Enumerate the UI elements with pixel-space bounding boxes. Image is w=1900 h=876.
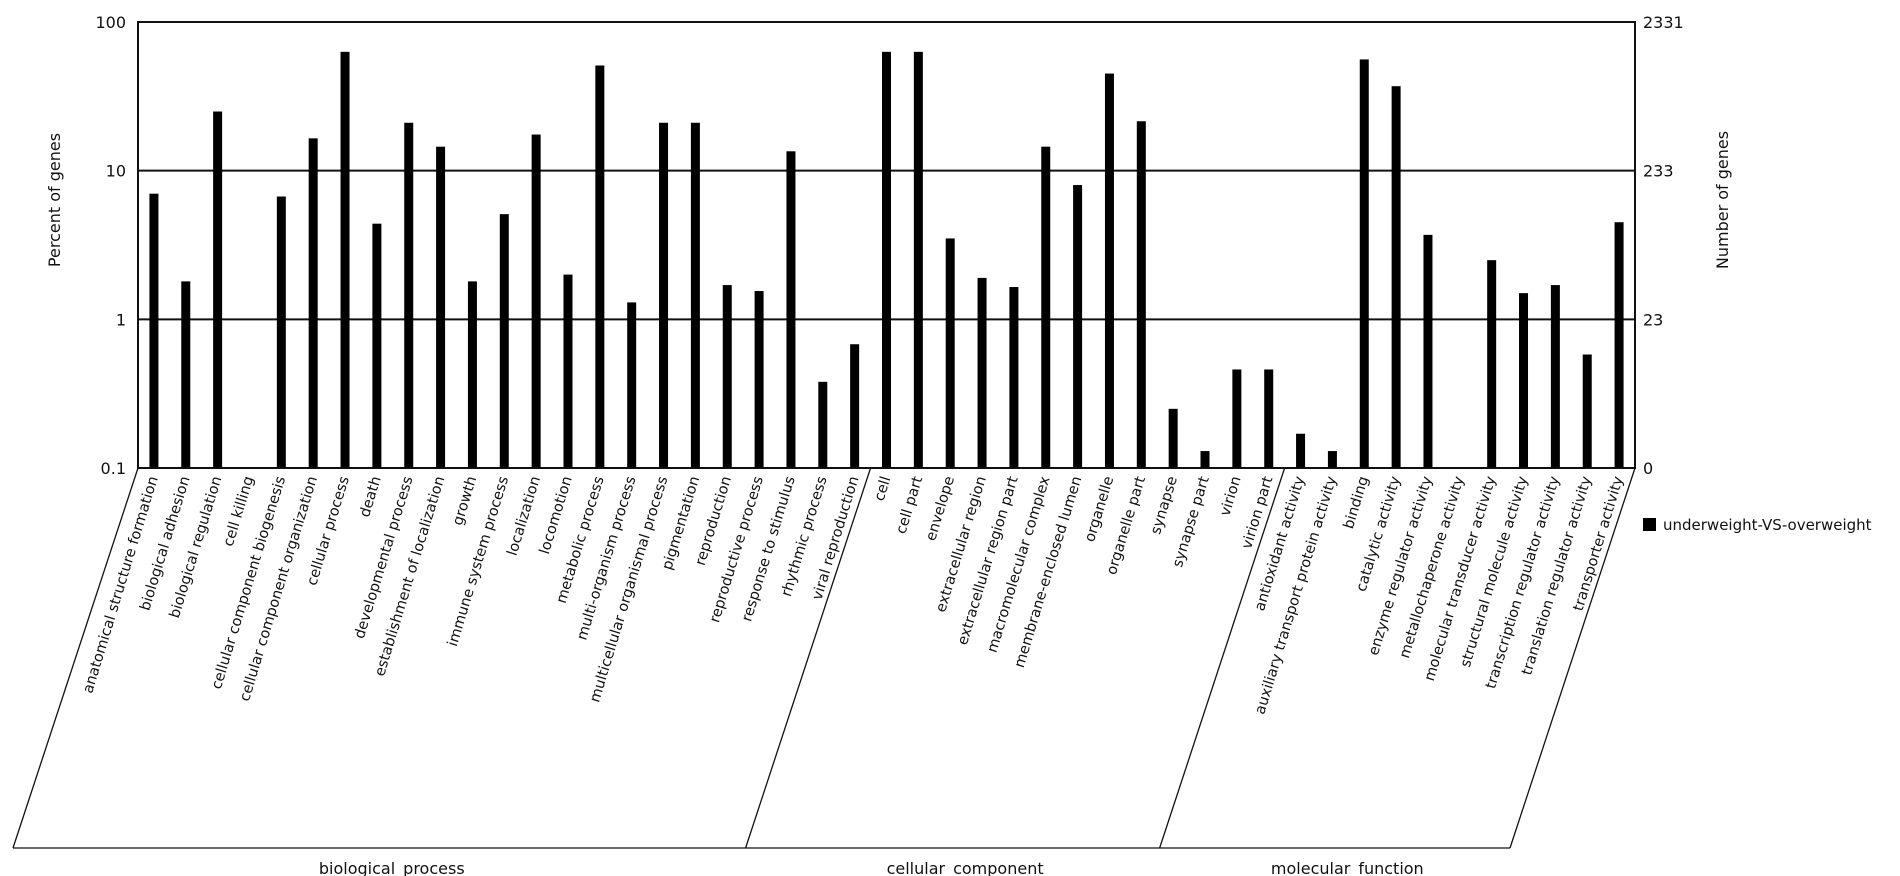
bar	[467, 281, 477, 468]
bar	[404, 122, 414, 468]
group-divider	[1159, 467, 1286, 849]
bar	[1327, 451, 1337, 468]
bar	[659, 122, 669, 468]
group-divider	[12, 467, 139, 849]
bar	[531, 134, 541, 468]
group-label: molecular_function	[1271, 859, 1424, 876]
bar	[1168, 408, 1178, 468]
bar	[1519, 293, 1529, 468]
bar	[276, 196, 286, 468]
y-tick-label-right: 23	[1643, 310, 1663, 329]
bar	[1264, 369, 1274, 468]
bar	[882, 51, 891, 469]
bar	[850, 344, 860, 468]
y-tick-label-left: 1	[116, 310, 126, 329]
bar	[1041, 146, 1051, 468]
category-label: binding	[1341, 474, 1372, 530]
bar	[913, 51, 923, 469]
bar	[1104, 73, 1114, 469]
bar	[1550, 285, 1560, 468]
legend-swatch	[1643, 518, 1656, 531]
bar	[945, 238, 955, 468]
bar	[1232, 369, 1242, 468]
y-axis-title-right: Number of genes	[1713, 131, 1732, 269]
bar	[181, 281, 191, 468]
y-tick-label-left: 100	[95, 13, 126, 32]
category-label: cell part	[894, 474, 927, 536]
category-label: immune system process	[445, 474, 512, 648]
bar	[340, 51, 350, 469]
category-label: synapse	[1148, 474, 1181, 536]
bar	[1391, 86, 1401, 469]
bar	[563, 274, 573, 468]
legend: underweight-VS-overweight	[1643, 516, 1872, 534]
category-label: growth	[450, 474, 480, 527]
category-label: locomotion	[537, 474, 576, 556]
bar	[1200, 451, 1210, 468]
bar	[1423, 234, 1433, 468]
group-label: biological_process	[319, 859, 465, 876]
bar	[372, 223, 382, 468]
category-label: envelope	[923, 474, 958, 542]
y-axis-title-left: Percent of genes	[45, 133, 64, 267]
bar	[690, 122, 700, 468]
bar	[1009, 287, 1019, 468]
bar	[1582, 354, 1592, 468]
category-label: virion part	[1239, 474, 1276, 551]
bar	[1296, 433, 1306, 468]
category-label: organelle	[1082, 474, 1117, 544]
bar	[595, 65, 605, 469]
legend-label: underweight-VS-overweight	[1663, 516, 1872, 534]
bar	[627, 302, 637, 468]
category-label: cell	[872, 474, 895, 503]
bar	[213, 111, 223, 468]
y-tick-label-left: 10	[106, 162, 126, 181]
bar	[1073, 185, 1083, 468]
bar	[1614, 222, 1624, 468]
bar	[818, 381, 828, 468]
bar	[1359, 59, 1369, 469]
y-tick-label-right: 2331	[1643, 13, 1684, 32]
bar	[754, 291, 764, 468]
category-label: virion	[1217, 474, 1244, 518]
y-tick-label-left: 0.1	[101, 459, 126, 478]
y-tick-label-right: 0	[1643, 459, 1653, 478]
bar	[149, 193, 159, 468]
category-label: cell killing	[221, 474, 257, 548]
bar	[308, 138, 318, 469]
bar	[977, 277, 987, 468]
category-label: death	[357, 474, 385, 519]
group-divider	[1509, 467, 1636, 849]
group-divider	[744, 467, 872, 849]
group-label: cellular_component	[887, 859, 1044, 876]
y-tick-label-right: 233	[1643, 162, 1674, 181]
bar	[1136, 121, 1146, 469]
bar	[1487, 260, 1497, 468]
bar	[722, 285, 732, 468]
bar	[436, 146, 446, 468]
bar	[499, 214, 509, 468]
bar	[786, 151, 796, 468]
